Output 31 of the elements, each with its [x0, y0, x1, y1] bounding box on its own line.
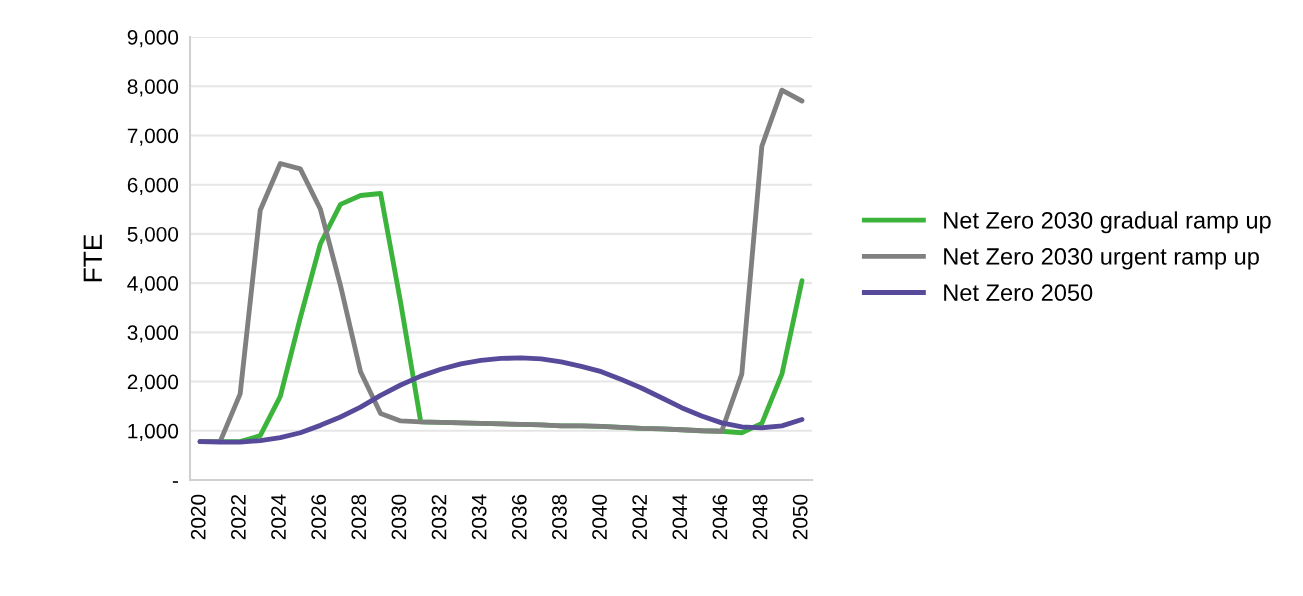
y-tick-label: 1,000 — [128, 423, 179, 441]
legend-label: Net Zero 2050 — [944, 284, 1093, 302]
y-tick-label: 4,000 — [127, 276, 179, 294]
x-tick-label: 2036 — [511, 494, 527, 540]
y-tick-label: 6,000 — [127, 177, 179, 195]
legend-label: Net Zero 2030 gradual ramp up — [944, 211, 1271, 234]
y-tick-label: 3,000 — [127, 325, 179, 343]
y-axis-title: FTE — [83, 234, 102, 282]
x-tick-label: 2050 — [792, 494, 808, 540]
x-tick-label: 2038 — [552, 494, 567, 540]
x-tick-label: 2042 — [632, 494, 648, 540]
y-tick-label: 5,000 — [127, 226, 179, 245]
x-tick-label: 2026 — [311, 494, 327, 540]
y-tick-label: 8,000 — [127, 79, 179, 97]
x-tick-label: 2044 — [672, 494, 688, 540]
x-tick-label: 2020 — [190, 494, 206, 540]
y-tick-label: 9,000 — [127, 30, 179, 48]
y-tick-label: 2,000 — [127, 374, 179, 392]
x-tick-label: 2022 — [231, 494, 246, 540]
x-tick-label: 2032 — [431, 494, 447, 540]
x-tick-label: 2024 — [271, 494, 286, 540]
y-tick-label: - — [172, 481, 178, 483]
x-tick-label: 2046 — [712, 494, 728, 540]
legend-label: Net Zero 2030 urgent ramp up — [944, 248, 1259, 270]
x-tick-label: 2034 — [471, 494, 487, 540]
x-tick-label: 2040 — [592, 494, 607, 540]
y-tick-label: 7,000 — [127, 128, 179, 146]
line-series — [197, 355, 805, 445]
x-tick-label: 2028 — [351, 494, 367, 540]
x-tick-label: 2048 — [752, 494, 768, 540]
x-tick-label: 2030 — [391, 494, 407, 540]
